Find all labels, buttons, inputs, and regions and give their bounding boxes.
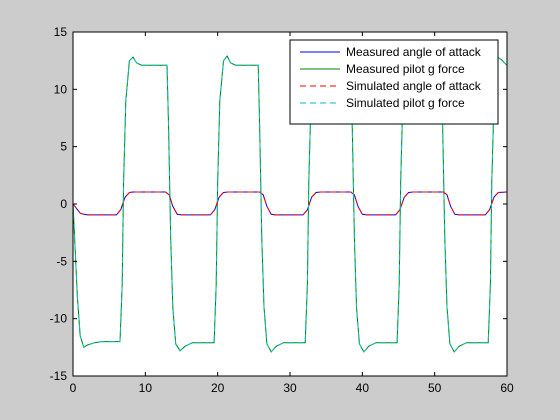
- series-line-2: [72, 191, 508, 216]
- ticks-layer: 0 10 20 30 40 50 60 -15 -10 -5 0 5 10 15: [50, 25, 514, 395]
- y-tick-label: -5: [56, 254, 67, 268]
- y-tick-label: 5: [60, 140, 67, 154]
- legend-label-0: Measured angle of attack: [346, 45, 482, 59]
- y-tick-label: -10: [50, 312, 68, 326]
- x-tick-label: 20: [211, 381, 225, 395]
- y-tick-label: 0: [60, 197, 67, 211]
- legend-label-2: Simulated angle of attack: [346, 79, 482, 93]
- y-tick-label: 10: [54, 82, 68, 96]
- x-tick-label: 60: [500, 381, 514, 395]
- legend-label-3: Simulated pilot g force: [346, 96, 465, 110]
- legend-box: [289, 39, 499, 125]
- x-tick-label: 50: [428, 381, 442, 395]
- x-tick-label: 40: [356, 381, 370, 395]
- x-tick-label: 0: [70, 381, 77, 395]
- x-tick-label: 10: [139, 381, 153, 395]
- y-tick-label: -15: [50, 369, 68, 383]
- y-tick-label: 15: [54, 25, 68, 39]
- legend: Measured angle of attack Measured pilot g…: [289, 39, 499, 125]
- x-tick-label: 30: [283, 381, 297, 395]
- legend-label-1: Measured pilot g force: [346, 62, 465, 76]
